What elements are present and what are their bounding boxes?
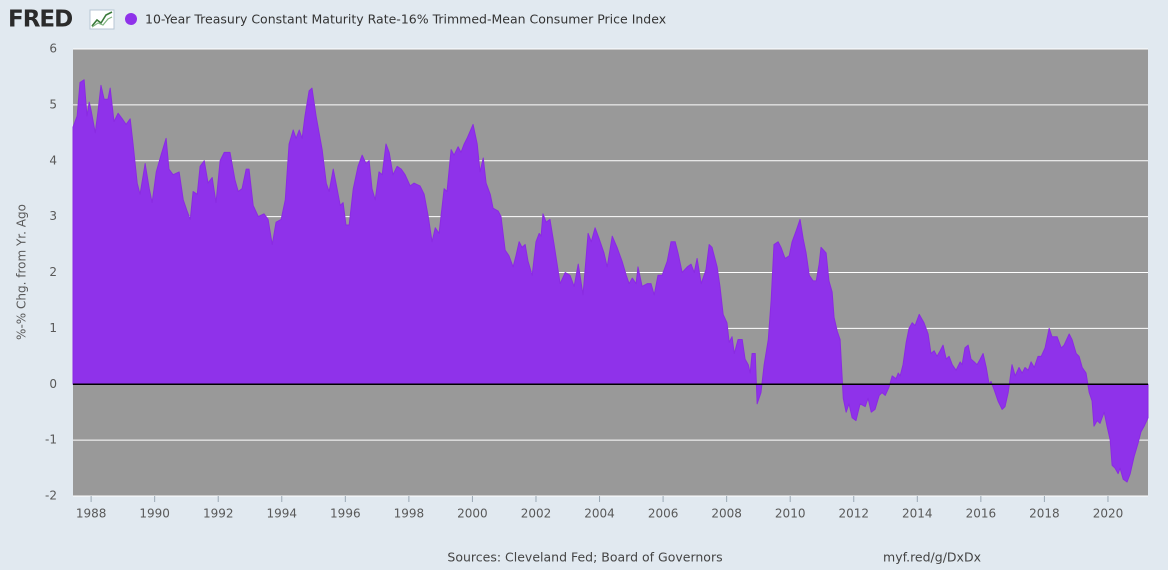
y-tick-label: 3	[49, 209, 57, 223]
x-tick-label: 2018	[1029, 507, 1060, 521]
x-tick-label: 2014	[902, 507, 933, 521]
plot	[72, 79, 1149, 483]
area	[72, 79, 1149, 483]
y-tick-label: 0	[49, 377, 57, 391]
x-tick-label: 2016	[966, 507, 997, 521]
y-tick-label: -2	[45, 489, 57, 503]
x-tick-label: 2006	[648, 507, 679, 521]
x-tick-label: 2002	[521, 507, 552, 521]
footer-link: myf.red/g/DxDx	[883, 550, 981, 565]
x-tick-label: 1990	[139, 507, 170, 521]
x-tick-label: 1998	[394, 507, 425, 521]
x-tick-label: 1988	[76, 507, 107, 521]
axes: -2 -1 0 1 2 3 4 5 6 1988 1990 1992 1994 1996 1998 2000 2…	[45, 42, 1148, 521]
y-axis-label: %-% Chg. from Yr. Ago	[15, 204, 29, 340]
y-tick-label: 6	[49, 42, 57, 56]
logo-icon	[89, 9, 115, 30]
legend-swatch	[125, 13, 137, 25]
x-tick-label: 1996	[330, 507, 361, 521]
x-tick-label: 1992	[203, 507, 234, 521]
footer-sources: Sources: Cleveland Fed; Board of Governo…	[447, 550, 722, 565]
x-tick-label: 2000	[457, 507, 488, 521]
y-tick-label: -1	[45, 433, 57, 447]
y-tick-label: 2	[49, 265, 57, 279]
y-tick-label: 1	[49, 321, 57, 335]
legend-label: 10-Year Treasury Constant Maturity Rate-…	[145, 12, 666, 27]
y-tick-label: 5	[49, 97, 57, 111]
logo: FRED	[8, 7, 72, 33]
x-tick-label: 2020	[1093, 507, 1124, 521]
x-tick-label: 2012	[838, 507, 869, 521]
x-tick-label: 2004	[584, 507, 615, 521]
x-tick-label: 2008	[711, 507, 742, 521]
x-tick-label: 2010	[775, 507, 806, 521]
y-tick-label: 4	[49, 153, 57, 167]
x-tick-label: 1994	[266, 507, 297, 521]
